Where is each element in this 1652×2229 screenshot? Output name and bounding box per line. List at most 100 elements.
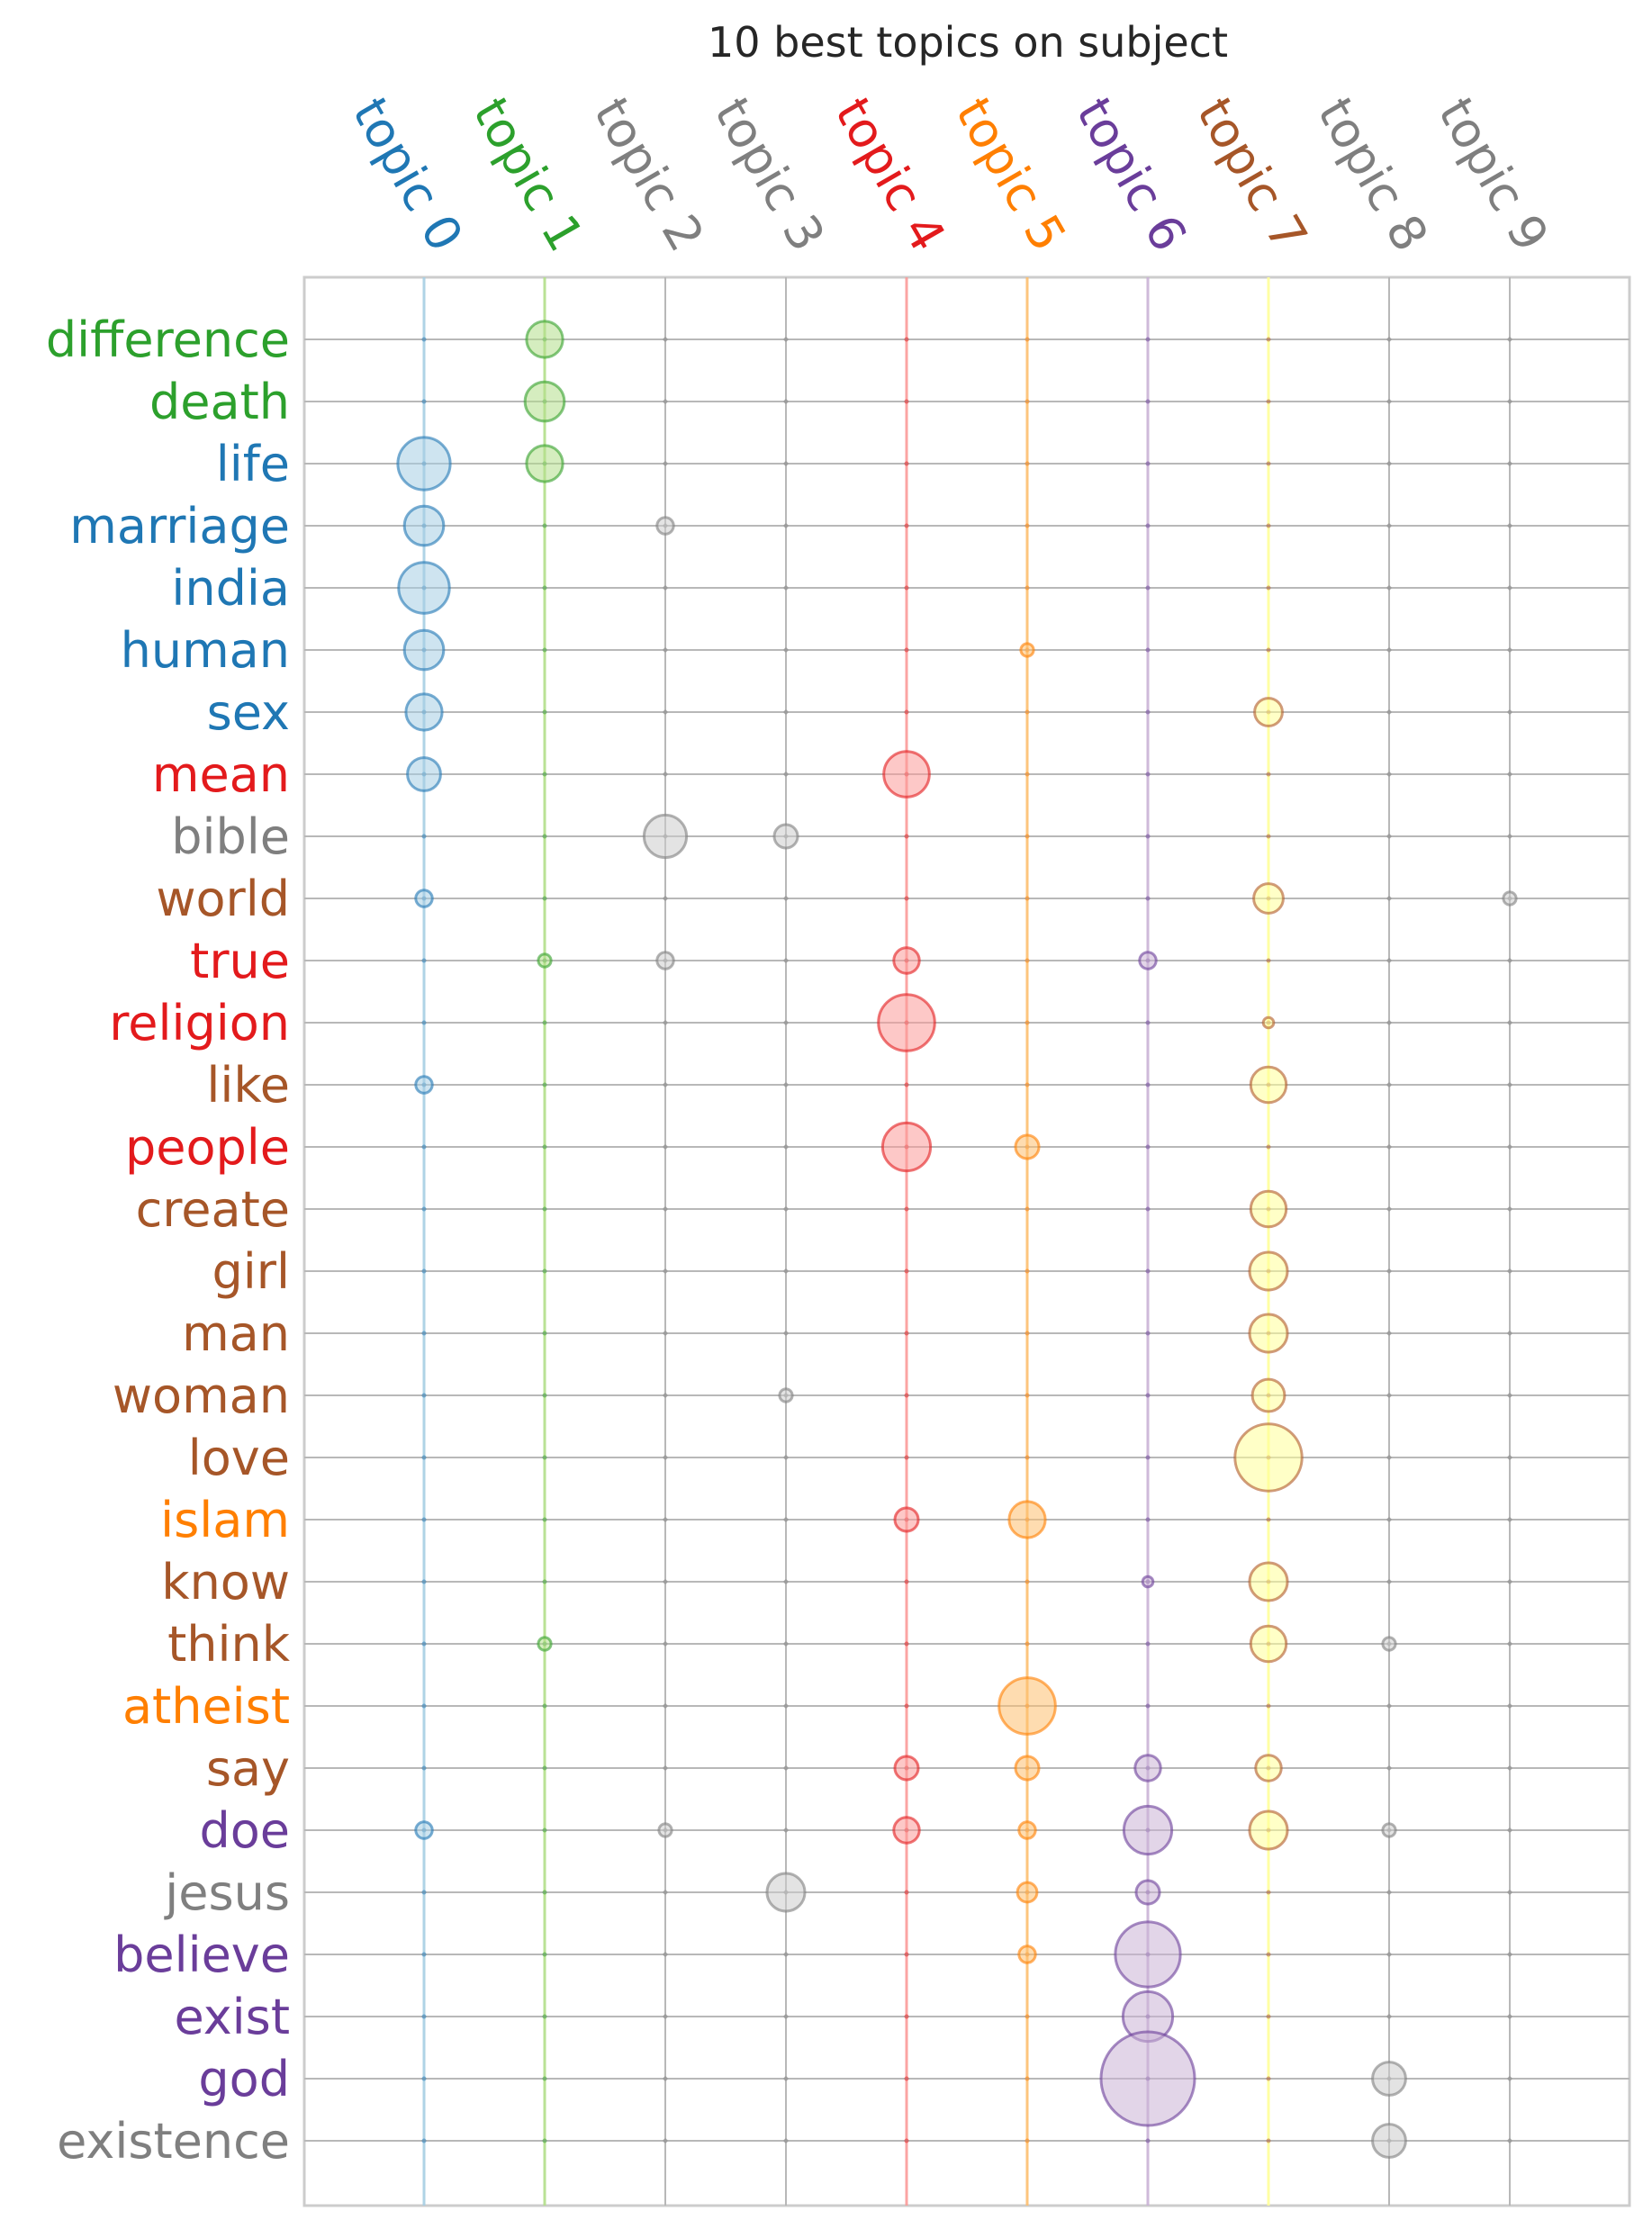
grid-dot (1025, 1455, 1030, 1460)
grid-dot (421, 2138, 427, 2143)
bubble-doe-topic-0 (414, 1820, 434, 1840)
word-label-human: human (121, 622, 290, 679)
grid-dot (1025, 1020, 1030, 1025)
word-label-people: people (125, 1119, 290, 1176)
grid-dot (904, 1952, 909, 1957)
grid-dot (1507, 337, 1512, 342)
grid-dot (1145, 1144, 1151, 1150)
grid-dot (1386, 1455, 1392, 1460)
bubble-love-topic-7 (1233, 1422, 1304, 1493)
grid-dot (1025, 1579, 1030, 1584)
grid-dot (1266, 2076, 1271, 2081)
bubble-people-topic-4 (880, 1121, 933, 1173)
grid-dot (1507, 1890, 1512, 1895)
bubble-like-topic-7 (1249, 1065, 1288, 1105)
grid-dot (783, 1703, 789, 1709)
grid-dot (1386, 709, 1392, 715)
grid-dot (663, 1703, 668, 1709)
grid-dot (663, 1144, 668, 1150)
bubble-religion-topic-7 (1261, 1015, 1276, 1030)
grid-dot (1507, 958, 1512, 963)
bubble-marriage-topic-0 (402, 504, 446, 547)
word-label-think: think (167, 1616, 291, 1673)
grid-dot (783, 1765, 789, 1771)
grid-dot (1266, 523, 1271, 528)
grid-dot (1386, 1331, 1392, 1336)
grid-dot (904, 2076, 909, 2081)
grid-dot (1025, 585, 1030, 591)
grid-dot (904, 2014, 909, 2019)
grid-dot (783, 585, 789, 591)
bubble-doe-topic-7 (1248, 1809, 1289, 1851)
bubble-know-topic-6 (1141, 1575, 1155, 1589)
grid-dot (1145, 896, 1151, 901)
plot-area (302, 275, 1631, 2207)
grid-dot (1145, 523, 1151, 528)
grid-dot (421, 1641, 427, 1647)
grid-dot (783, 1144, 789, 1150)
word-label-like: like (206, 1057, 290, 1114)
grid-dot (1386, 1579, 1392, 1584)
topic-label-0: topic 0 (341, 88, 474, 260)
grid-dot (1266, 337, 1271, 342)
grid-dot (783, 1082, 789, 1087)
grid-dot (421, 1206, 427, 1212)
bubble-india-topic-0 (397, 561, 451, 615)
grid-dot (1266, 834, 1271, 839)
grid-dot (1025, 709, 1030, 715)
grid-dot (1025, 772, 1030, 777)
bubble-create-topic-7 (1249, 1189, 1288, 1229)
grid-dot (663, 585, 668, 591)
word-label-mean: mean (152, 746, 290, 803)
grid-dot (542, 1579, 547, 1584)
topic-label-4: topic 4 (824, 88, 956, 260)
grid-dot (1507, 1641, 1512, 1647)
grid-dot (1145, 1703, 1151, 1709)
grid-dot (542, 2138, 547, 2143)
grid-dot (1145, 461, 1151, 466)
bubble-doe-topic-5 (1017, 1820, 1037, 1840)
grid-dot (1386, 1082, 1392, 1087)
grid-dot (421, 1765, 427, 1771)
grid-dot (1025, 399, 1030, 404)
grid-dot (783, 399, 789, 404)
grid-dot (783, 1827, 789, 1833)
grid-dot (542, 647, 547, 653)
grid-dot (421, 1579, 427, 1584)
grid-dot (421, 1144, 427, 1150)
grid-dot (783, 2014, 789, 2019)
grid-dot (542, 1827, 547, 1833)
grid-dot (1266, 958, 1271, 963)
grid-dot (904, 1206, 909, 1212)
bubble-girl-topic-7 (1248, 1250, 1289, 1292)
topic-label-2: topic 2 (582, 88, 715, 260)
grid-dot (783, 1268, 789, 1274)
grid-dot (1025, 461, 1030, 466)
grid-dot (1386, 1890, 1392, 1895)
grid-dot (904, 709, 909, 715)
grid-dot (663, 1517, 668, 1522)
word-label-religion: religion (109, 995, 290, 1051)
grid-dot (1145, 709, 1151, 715)
grid-dot (542, 1144, 547, 1150)
grid-dot (904, 2138, 909, 2143)
grid-dot (663, 1082, 668, 1087)
bubble-sex-topic-7 (1253, 697, 1284, 727)
grid-dot (1145, 1455, 1151, 1460)
bubble-life-topic-1 (525, 444, 564, 483)
grid-dot (783, 1517, 789, 1522)
grid-dot (1266, 585, 1271, 591)
grid-dot (1145, 834, 1151, 839)
bubble-human-topic-5 (1019, 642, 1035, 658)
grid-dot (1386, 1952, 1392, 1957)
grid-dot (1507, 834, 1512, 839)
grid-dot (1386, 523, 1392, 528)
bubble-marriage-topic-2 (655, 516, 675, 536)
grid-dot (1386, 337, 1392, 342)
word-label-doe: doe (199, 1802, 290, 1859)
grid-dot (1507, 1144, 1512, 1150)
grid-dot (542, 2076, 547, 2081)
grid-dot (663, 2014, 668, 2019)
grid-dot (663, 2076, 668, 2081)
